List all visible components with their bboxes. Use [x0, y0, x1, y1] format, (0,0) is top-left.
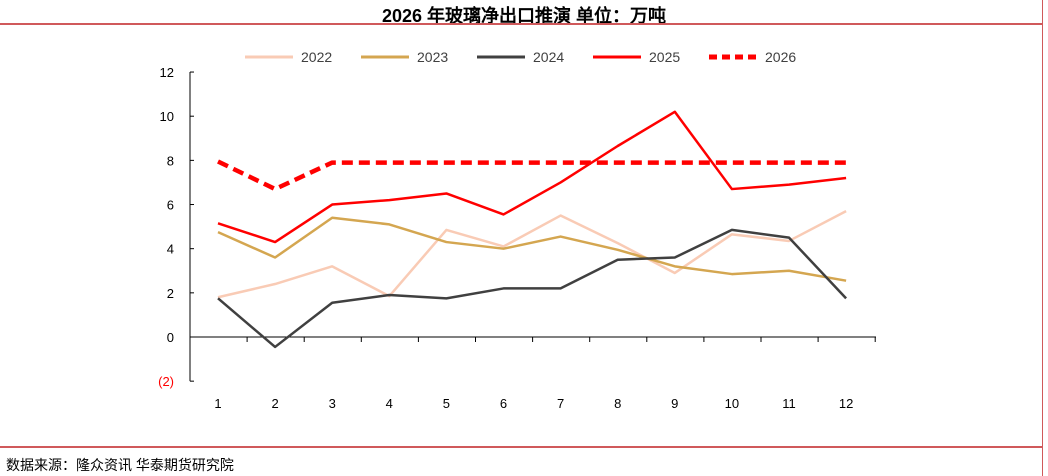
- x-tick-label: 5: [443, 396, 450, 411]
- x-tick-label: 8: [614, 396, 621, 411]
- y-tick-label: 4: [167, 242, 174, 257]
- x-tick-label: 2: [271, 396, 278, 411]
- legend-label-2026: 2026: [765, 49, 796, 65]
- y-tick-label: 2: [167, 286, 174, 301]
- top-divider: [0, 23, 1043, 25]
- x-tick-label: 10: [725, 396, 739, 411]
- x-tick-label: 1: [214, 396, 221, 411]
- legend-label-2022: 2022: [301, 49, 332, 65]
- x-tick-label: 6: [500, 396, 507, 411]
- x-tick-label: 7: [557, 396, 564, 411]
- y-tick-label: 10: [160, 109, 174, 124]
- series-line-2022: [217, 210, 847, 299]
- legend-label-2025: 2025: [649, 49, 680, 65]
- y-tick-label: 6: [167, 198, 174, 213]
- y-tick-label: 12: [160, 65, 174, 80]
- x-tick-label: 3: [329, 396, 336, 411]
- legend-label-2024: 2024: [533, 49, 564, 65]
- x-tick-label: 12: [839, 396, 853, 411]
- x-tick-label: 9: [671, 396, 678, 411]
- y-tick-label: (2): [158, 374, 174, 389]
- y-tick-label: 0: [167, 330, 174, 345]
- series-line-2023: [217, 216, 847, 282]
- series-line-2025: [217, 110, 847, 244]
- bottom-divider: [0, 446, 1043, 448]
- legend-label-2023: 2023: [417, 49, 448, 65]
- series-line-2024: [217, 228, 848, 349]
- right-border: [1042, 0, 1043, 476]
- series-line-2026: [217, 159, 847, 192]
- chart-title: 2026 年玻璃净出口推演 单位：万吨: [381, 6, 667, 26]
- source-note: 数据来源：隆众资讯 华泰期货研究院: [6, 457, 234, 473]
- x-tick-label: 11: [782, 396, 796, 411]
- y-tick-label: 8: [167, 153, 174, 168]
- x-tick-label: 4: [386, 396, 393, 411]
